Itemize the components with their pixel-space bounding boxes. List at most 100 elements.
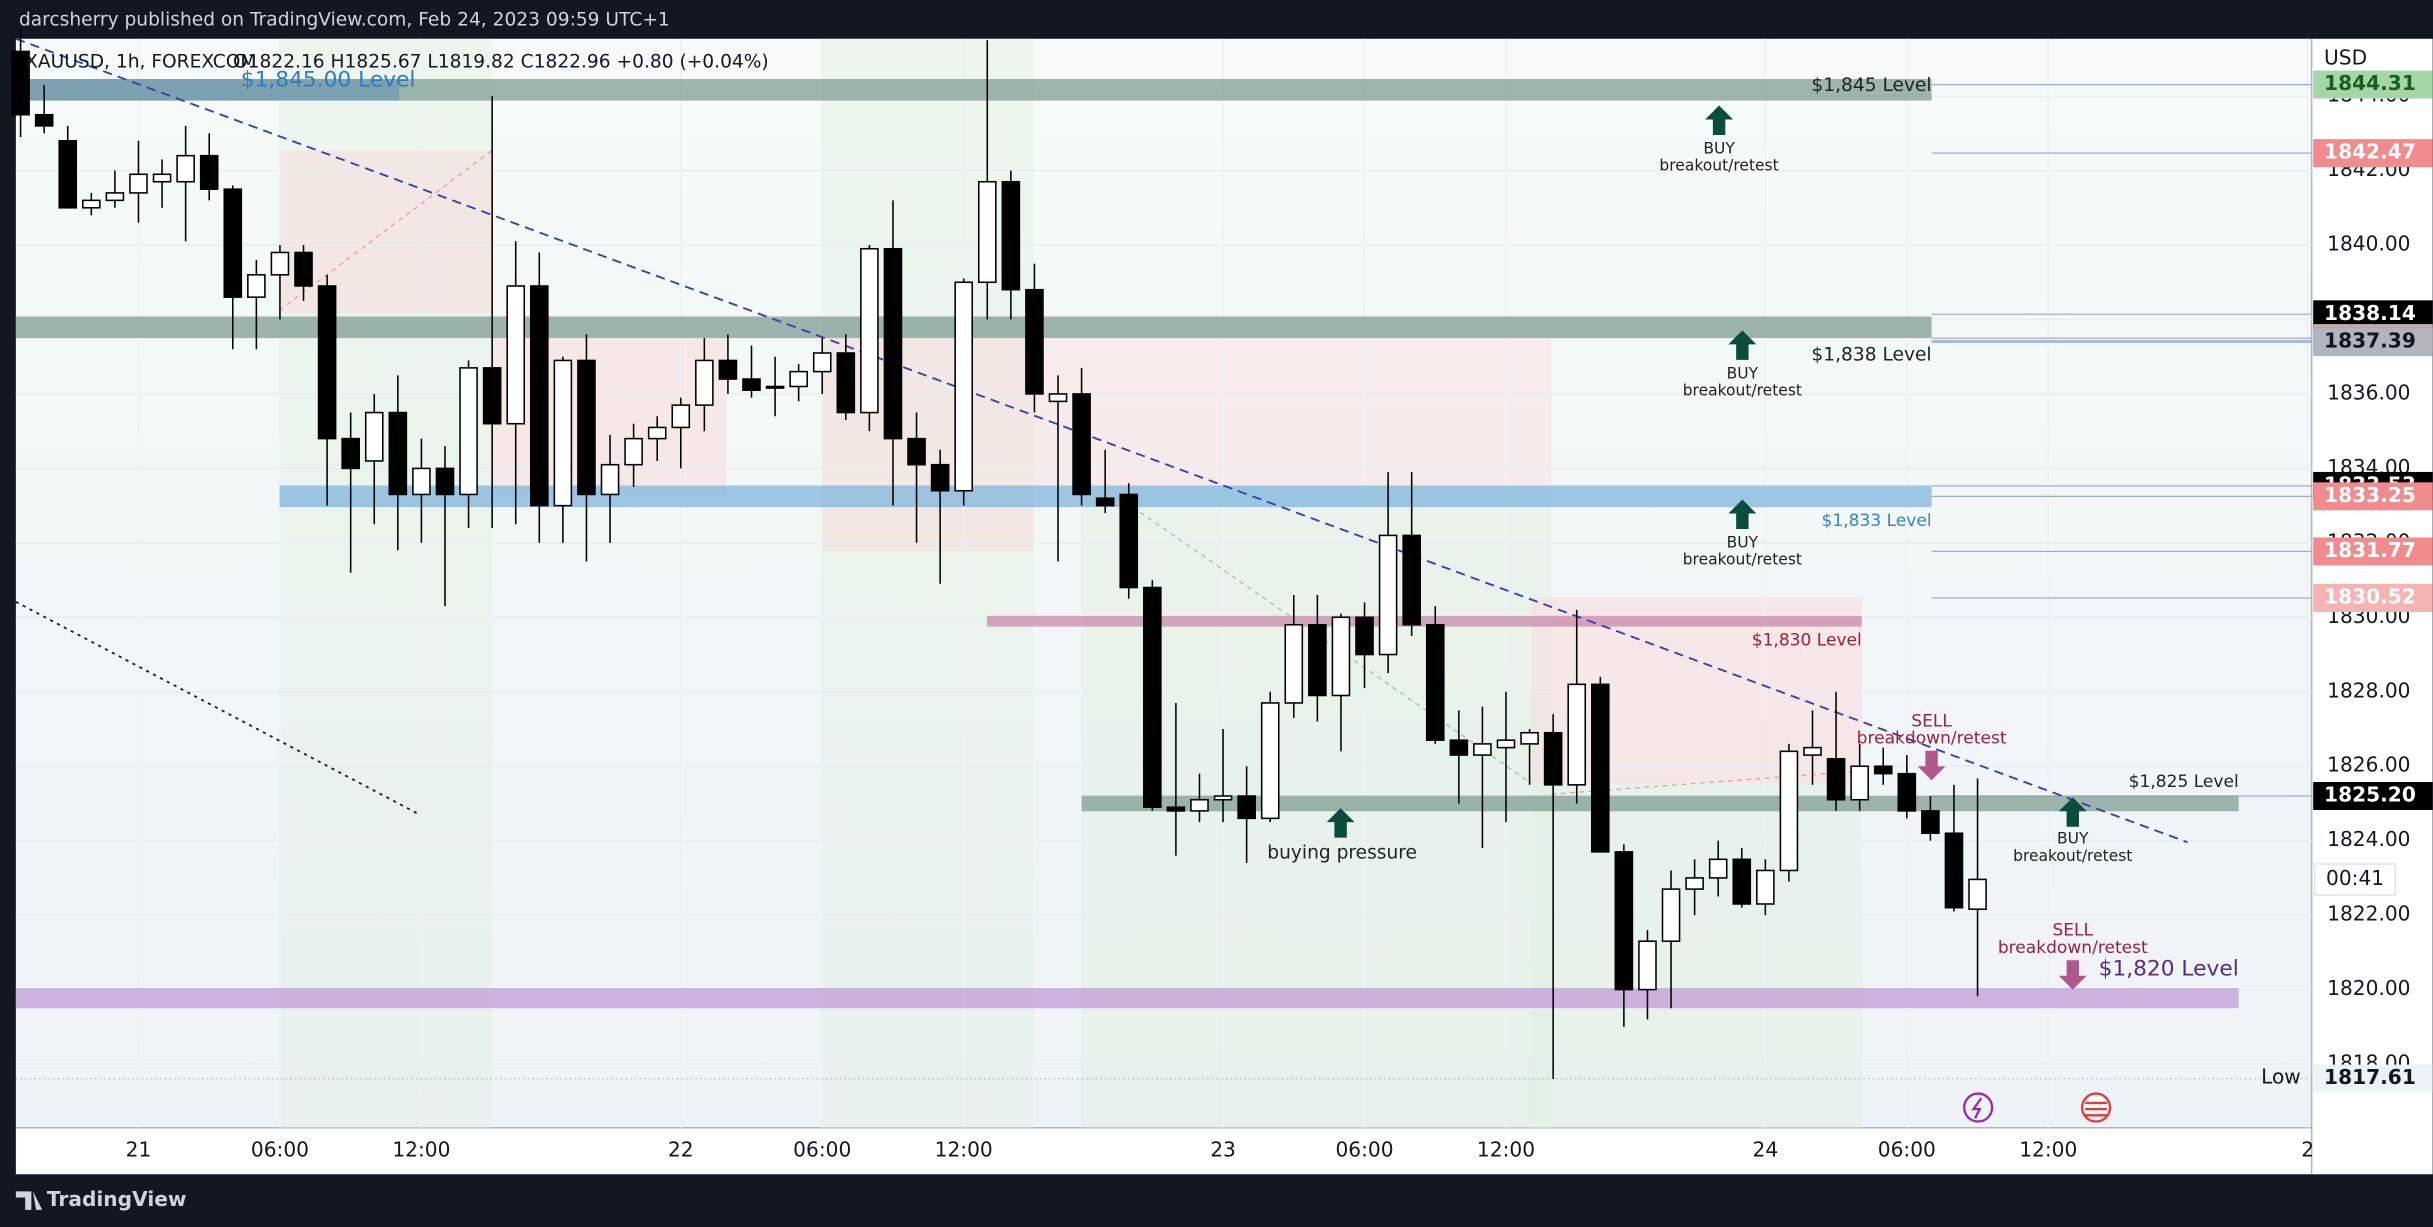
candle-body [1072, 393, 1091, 496]
annotation: breakdown/retest [1857, 728, 2007, 748]
candle-body [506, 285, 526, 425]
candle-body [1001, 180, 1021, 291]
candle-body [1803, 746, 1822, 756]
candle-body [1968, 878, 1987, 910]
event-icon[interactable] [1963, 1092, 1994, 1123]
candle-body [1425, 623, 1445, 741]
annotation: $1,845.00 Level [241, 68, 416, 93]
candle-body [482, 367, 502, 425]
candle-body [1543, 731, 1563, 786]
candle-body [1921, 810, 1940, 835]
level-band [1081, 795, 2239, 812]
annotation: BUY [1727, 533, 1759, 551]
annotation: SELL [2052, 921, 2093, 941]
candle-body [1638, 940, 1657, 991]
candle-body [1308, 623, 1327, 697]
candle-body [1873, 765, 1893, 775]
candle-body [364, 411, 384, 462]
candle-body [1331, 616, 1351, 697]
y-tick-label: 1824.00 [2327, 827, 2410, 851]
candle-body [1590, 683, 1610, 853]
candle-body [223, 188, 243, 298]
x-tick-label: 12:00 [392, 1137, 450, 1161]
y-tick-label: 1826.00 [2327, 753, 2410, 777]
price-badge-label: 1817.61 [2324, 1065, 2416, 1089]
x-tick-label: 23 [1210, 1137, 1236, 1161]
y-tick-label: 1828.00 [2327, 678, 2410, 702]
level-band [15, 988, 2239, 1009]
candle-body [789, 370, 808, 388]
event-icon-glyph [1971, 1097, 1983, 1119]
annotation: breakout/retest [1683, 550, 1802, 568]
candle-body [412, 467, 431, 496]
candle-body [930, 463, 950, 492]
candle-body [1756, 869, 1775, 905]
price-badge [2313, 70, 2433, 99]
candle-body [1143, 586, 1162, 808]
annotation: buying pressure [1267, 843, 1417, 864]
candle-body [1520, 731, 1539, 745]
annotation: breakout/retest [1683, 381, 1802, 399]
x-tick-label: 2 [2301, 1137, 2314, 1161]
price-badge [2313, 583, 2433, 612]
x-tick-label: 12:00 [935, 1137, 993, 1161]
ohlc-info: O1822.16 H1825.67 L1819.82 C1822.96 +0.8… [233, 52, 769, 73]
price-badge-label: 1837.39 [2324, 329, 2416, 353]
y-tick-label: 1822.00 [2327, 902, 2410, 926]
candle-body [1567, 683, 1587, 786]
sell-arrow [2058, 960, 2087, 990]
candle-body [1190, 798, 1209, 812]
annotation: breakdown/retest [1998, 938, 2148, 958]
session-zone [1531, 783, 1862, 1128]
candle-body [977, 180, 997, 284]
candle-body [1402, 534, 1421, 626]
candle-body [1614, 851, 1634, 991]
candle-body [1260, 702, 1280, 820]
y-tick-label: 1836.00 [2327, 380, 2410, 404]
price-badge-label: 1844.31 [2324, 71, 2416, 95]
candle-body [553, 359, 573, 507]
candle-body [11, 50, 30, 116]
candle-body [58, 140, 78, 209]
low-label: Low [2261, 1065, 2301, 1089]
annotations: $1,845.00 Level $1,845 LevelBUYbreakout/r… [241, 68, 2239, 990]
candle-body [577, 359, 596, 496]
candle-body [1897, 772, 1917, 812]
annotation: SELL [1911, 711, 1952, 731]
price-badge [2313, 300, 2433, 329]
price-badge [2313, 482, 2433, 511]
candle-body [718, 359, 738, 380]
candle-body [388, 411, 408, 496]
candle-body [836, 352, 856, 414]
candle-body [1850, 765, 1869, 801]
y-tick-label: 1820.00 [2327, 976, 2410, 1000]
symbol-info: XAUUSD, 1h, FOREXCOM [25, 52, 256, 73]
annotation: $1,825 Level [2129, 772, 2239, 792]
countdown: 00:41 [2326, 866, 2384, 890]
candle-body [907, 437, 926, 466]
range-box [822, 338, 1034, 551]
buy-arrow [1326, 808, 1355, 838]
candle-body [671, 404, 691, 429]
y-tick-label: 1840.00 [2327, 232, 2410, 256]
x-tick-label: 12:00 [1477, 1137, 1535, 1161]
candle-body [742, 378, 761, 391]
candle-body [105, 192, 125, 202]
candle-body [1685, 877, 1704, 890]
range-box [279, 150, 493, 314]
candle-body [82, 199, 101, 209]
axes: 1844.001842.001840.001838.001836.001834.… [126, 70, 2433, 1161]
buy-arrow [1705, 105, 1734, 135]
range-diagonal [279, 149, 493, 311]
x-tick-label: 22 [668, 1137, 694, 1161]
event-icon[interactable] [2080, 1092, 2112, 1123]
footer-logo: TradingView [47, 1187, 187, 1211]
candle-body [34, 113, 54, 127]
candle-body [1237, 795, 1256, 820]
candle-body [270, 251, 290, 276]
candle-body [1496, 739, 1516, 749]
candle-body [624, 437, 643, 466]
annotation: $1,833 Level [1822, 511, 1932, 531]
candle-body [176, 154, 195, 183]
level-band [986, 615, 1862, 627]
